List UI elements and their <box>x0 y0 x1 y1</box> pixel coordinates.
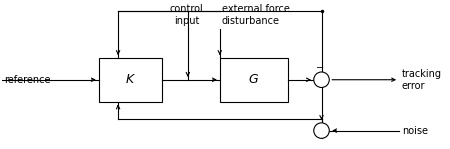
Bar <box>220 58 288 101</box>
Bar <box>99 58 162 101</box>
Circle shape <box>314 123 329 138</box>
Text: reference: reference <box>4 75 50 85</box>
Text: noise: noise <box>402 126 428 136</box>
Text: external force
disturbance: external force disturbance <box>222 4 290 26</box>
Text: $G$: $G$ <box>248 73 259 86</box>
Text: $K$: $K$ <box>125 73 136 86</box>
Text: control
input: control input <box>170 4 204 26</box>
Circle shape <box>314 72 329 87</box>
Text: $-$: $-$ <box>315 61 324 71</box>
Text: tracking
error: tracking error <box>402 69 442 91</box>
